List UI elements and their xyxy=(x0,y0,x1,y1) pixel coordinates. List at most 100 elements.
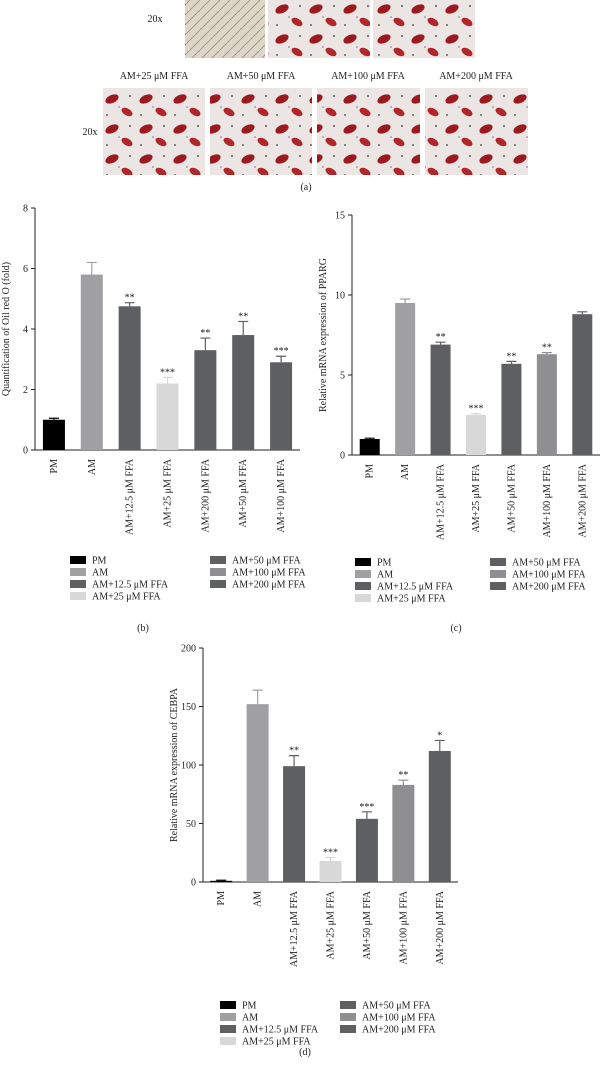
magnification-label: 20x xyxy=(83,127,98,138)
significance-label: ** xyxy=(542,343,552,354)
error-bar xyxy=(124,302,135,307)
micrographs: 20x AM+25 μM FFA AM+50 μM FFA AM+100 μM … xyxy=(83,0,528,193)
micrograph xyxy=(268,0,370,58)
legend-label: AM+25 μM FFA xyxy=(92,592,161,603)
error-bar xyxy=(577,311,588,315)
legend-swatch xyxy=(355,594,371,602)
legend-swatch xyxy=(210,556,226,564)
y-tick-label: 6 xyxy=(23,264,28,275)
x-tick-label: AM xyxy=(400,464,411,480)
legend-swatch xyxy=(340,1001,356,1009)
legend-swatch xyxy=(490,582,506,590)
bar xyxy=(194,350,217,450)
x-tick-label: AM+25 μM FFA xyxy=(163,458,174,527)
panel-label: (c) xyxy=(450,623,461,634)
significance-label: ** xyxy=(238,311,248,322)
bar-chart: 0 5 10 15 Relative mRNA expression of PPARG P… xyxy=(318,211,600,634)
significance-label: *** xyxy=(160,367,175,378)
bar xyxy=(156,383,179,450)
bar xyxy=(430,344,451,455)
y-axis-label: Quantification of Oil red O (fold) xyxy=(1,262,12,396)
micrograph xyxy=(317,88,420,175)
significance-label: *** xyxy=(323,847,338,858)
error-bar xyxy=(364,437,375,439)
legend-label: AM+50 μM FFA xyxy=(512,558,581,569)
x-tick-label: AM+25 μM FFA xyxy=(471,463,482,532)
y-axis-label: Relative mRNA expression of CEBPA xyxy=(169,687,180,842)
panel-label: (b) xyxy=(137,623,149,634)
y-tick-label: 8 xyxy=(23,204,28,215)
y-tick-label: 50 xyxy=(186,819,196,830)
x-tick-label: PM xyxy=(365,464,376,479)
bar xyxy=(246,704,269,882)
x-tick-label: AM+100 μM FFA xyxy=(276,458,287,532)
error-bar xyxy=(541,352,552,355)
x-tick-label: AM+12.5 μM FFA xyxy=(436,463,447,540)
y-tick-label: 10 xyxy=(335,291,345,302)
legend-label: AM+200 μM FFA xyxy=(362,1025,436,1036)
micrograph xyxy=(425,88,528,175)
error-bar xyxy=(400,298,411,303)
legend-label: AM+100 μM FFA xyxy=(232,568,306,579)
legend-label: AM xyxy=(92,568,108,579)
bar xyxy=(319,860,342,882)
legend-label: AM xyxy=(242,1013,258,1024)
legend-swatch xyxy=(355,582,371,590)
bar xyxy=(572,314,593,455)
legend-swatch xyxy=(220,1013,236,1021)
bar xyxy=(355,818,378,882)
bar xyxy=(118,306,141,450)
legend-label: AM+12.5 μM FFA xyxy=(242,1025,319,1036)
legend-label: AM+50 μM FFA xyxy=(362,1001,431,1012)
significance-label: ** xyxy=(398,770,408,781)
error-bar xyxy=(289,755,300,767)
legend-swatch xyxy=(220,1037,236,1045)
legend-swatch xyxy=(210,568,226,576)
bar xyxy=(283,766,306,882)
legend-label: AM+50 μM FFA xyxy=(232,556,301,567)
y-tick-label: 2 xyxy=(23,385,28,396)
y-tick-label: 0 xyxy=(23,446,28,457)
legend-swatch xyxy=(70,592,86,600)
magnification-label: 20x xyxy=(148,14,163,25)
bar-chart: 0 2 4 6 8 Quantification of Oil red O (fold) P… xyxy=(1,204,306,635)
y-axis-label: Relative mRNA expression of PPARG xyxy=(318,258,329,412)
error-bar xyxy=(162,376,173,384)
legend-swatch xyxy=(340,1013,356,1021)
x-tick-label: AM+200 μM FFA xyxy=(435,890,446,964)
y-tick-label: 150 xyxy=(181,702,196,713)
legend-label: AM+100 μM FFA xyxy=(362,1013,436,1024)
significance-label: *** xyxy=(274,346,289,357)
legend-swatch xyxy=(220,1001,236,1009)
x-tick-label: AM+50 μM FFA xyxy=(506,463,517,532)
error-bar xyxy=(398,779,409,785)
bar xyxy=(395,303,416,455)
x-tick-label: AM+12.5 μM FFA xyxy=(289,890,300,967)
significance-label: *** xyxy=(359,802,374,813)
error-bar xyxy=(325,856,336,861)
legend-swatch xyxy=(220,1025,236,1033)
x-tick-label: AM xyxy=(253,891,264,907)
error-bar xyxy=(434,739,445,751)
bar xyxy=(359,439,380,455)
error-bar xyxy=(506,360,517,364)
panel-label: (a) xyxy=(300,182,311,193)
legend-label: AM xyxy=(377,570,393,581)
x-tick-label: AM+100 μM FFA xyxy=(398,890,409,964)
legend-label: AM+25 μM FFA xyxy=(242,1037,311,1048)
bar-chart: 0 50 100 150 200 Relative mRNA expression of … xyxy=(169,644,458,1058)
panel-label: (d) xyxy=(299,1047,311,1058)
x-tick-label: PM xyxy=(216,891,227,906)
x-tick-label: AM+200 μM FFA xyxy=(200,458,211,532)
micrograph xyxy=(185,0,265,58)
y-tick-label: 4 xyxy=(23,325,28,336)
legend-label: AM+12.5 μM FFA xyxy=(377,582,454,593)
y-tick-label: 0 xyxy=(340,451,345,462)
y-tick-label: 100 xyxy=(181,761,196,772)
error-bar xyxy=(361,811,372,819)
bar xyxy=(210,880,233,882)
legend-label: AM+25 μM FFA xyxy=(377,594,446,605)
significance-label: ** xyxy=(289,746,299,757)
